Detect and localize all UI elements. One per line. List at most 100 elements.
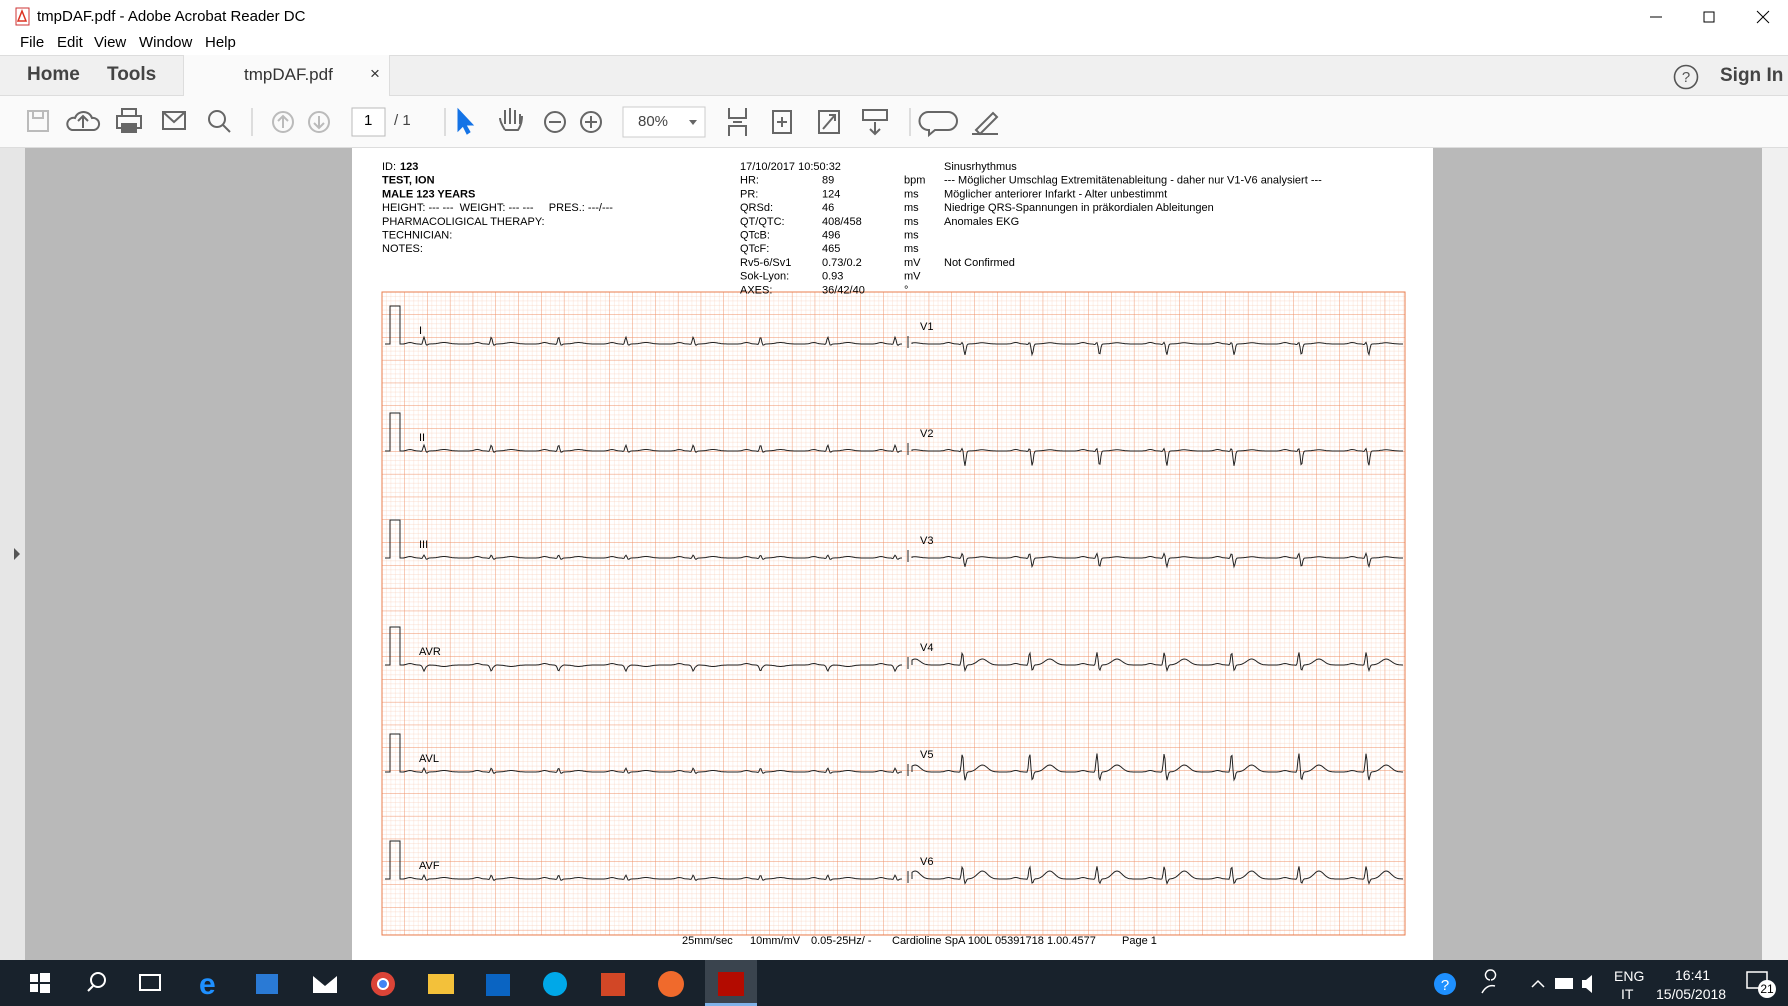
patient-sex-age: MALE 123 YEARS	[382, 188, 475, 200]
measurement-label: PR:	[740, 188, 758, 200]
outlook-icon[interactable]	[486, 974, 510, 996]
interpretation-line: Anomales EKG	[944, 216, 1019, 228]
page-input[interactable]	[351, 107, 386, 137]
previous-page[interactable]	[272, 111, 294, 133]
page-fit[interactable]	[728, 108, 747, 136]
language[interactable]: ENG	[1614, 968, 1645, 984]
menu-item[interactable]: Help	[205, 34, 236, 51]
powerpoint-icon[interactable]	[601, 973, 625, 996]
email-icon[interactable]	[162, 111, 186, 130]
measurement-label: HR:	[740, 175, 759, 187]
search-button[interactable]	[87, 972, 106, 992]
ecg-trace	[907, 550, 1403, 569]
notes: NOTES:	[382, 243, 423, 255]
lead-label: V3	[920, 535, 933, 547]
document-area: ID: 123 TEST, ION MALE 123 YEARS HEIGHT: ---…	[0, 148, 1788, 960]
keyboard-layout[interactable]: IT	[1621, 986, 1634, 1002]
lead-label: AVF	[419, 860, 440, 872]
window-controls[interactable]	[1640, 8, 1780, 28]
title-bar: tmpDAF.pdf - Adobe Acrobat Reader DC	[0, 0, 1788, 34]
notification-count: 21	[1760, 982, 1774, 996]
save-icon[interactable]	[27, 110, 49, 132]
ecg-trace	[385, 412, 902, 453]
sign-in[interactable]: Sign In	[1720, 65, 1784, 86]
skype-icon[interactable]	[543, 972, 567, 996]
patient-name: TEST, ION	[382, 175, 435, 187]
interpretation-line: Sinusrhythmus	[944, 161, 1017, 173]
menu-item[interactable]: Edit	[57, 34, 83, 51]
toolbar: 1 / 1 80%	[0, 96, 1788, 148]
ecg-trace	[385, 519, 902, 561]
zoom-out[interactable]	[544, 111, 566, 133]
svg-text:?: ?	[1441, 977, 1449, 994]
page-total: / 1	[394, 112, 411, 129]
fit-width[interactable]	[772, 110, 792, 134]
tab-bar: Home Tools tmpDAF.pdf × ? Sign In	[0, 55, 1788, 96]
edge-icon[interactable]: e	[199, 968, 216, 1001]
footer-item: 0.05-25Hz/ -	[811, 935, 872, 947]
help-icon[interactable]: ?	[1672, 63, 1700, 91]
explorer-icon[interactable]	[428, 974, 454, 994]
system-tray[interactable]: ?	[1425, 960, 1625, 1006]
document-tab-title: tmpDAF.pdf	[244, 65, 333, 84]
measurement-unit: bpm	[904, 175, 925, 187]
ecg-trace	[907, 651, 1403, 673]
lead-label: V2	[920, 428, 933, 440]
measurement-label: AXES:	[740, 284, 772, 296]
patient-therapy: PHARMACOLIGICAL THERAPY:	[382, 216, 545, 228]
search-icon[interactable]	[208, 110, 231, 133]
zoom-box[interactable]	[622, 106, 706, 138]
measurement-value: 36/42/40	[822, 284, 865, 296]
measurement-unit: ms	[904, 216, 919, 228]
measurement-value: 0.93	[822, 271, 843, 283]
clock-date[interactable]: 15/05/2018	[1656, 986, 1727, 1002]
lead-label: AVL	[419, 753, 439, 765]
measurement-value: 89	[822, 175, 834, 187]
window-title: tmpDAF.pdf - Adobe Acrobat Reader DC	[37, 8, 306, 25]
upload-icon[interactable]	[66, 111, 101, 131]
lead-label: AVR	[419, 646, 441, 658]
measurement-unit: ms	[904, 243, 919, 255]
patient-id: 123	[400, 161, 418, 173]
footer-item: Cardioline SpA 100L 05391718 1.00.4577	[892, 935, 1096, 947]
tab-close[interactable]: ×	[370, 64, 380, 83]
full-screen[interactable]	[818, 110, 840, 134]
ecg-trace	[385, 626, 902, 673]
measurement-label: Sok-Lyon:	[740, 271, 789, 283]
select-tool[interactable]	[457, 107, 475, 135]
app-icon	[15, 7, 30, 26]
measurement-unit: mV	[904, 271, 921, 283]
measurement-unit: ms	[904, 230, 919, 242]
menu-item[interactable]: File	[20, 34, 45, 51]
read-mode[interactable]	[862, 109, 888, 136]
print-icon[interactable]	[116, 108, 142, 133]
measurement-label: Rv5-6/Sv1	[740, 257, 791, 269]
menu-item[interactable]: View	[94, 34, 127, 51]
tools-tab[interactable]: Tools	[107, 64, 157, 85]
app-icon-orange[interactable]	[658, 971, 684, 997]
next-page[interactable]	[308, 111, 330, 133]
measurement-unit: mV	[904, 257, 921, 269]
scrollbar[interactable]	[1762, 148, 1788, 960]
notification-center[interactable]	[1745, 970, 1779, 1000]
start-button[interactable]	[30, 973, 50, 993]
mail-icon[interactable]	[313, 976, 337, 993]
task-view[interactable]	[139, 974, 161, 991]
store-icon[interactable]	[256, 974, 278, 994]
ecg-trace	[385, 305, 902, 347]
interpretation-line: --- Möglicher Umschlag Extremitätenablei…	[944, 175, 1322, 187]
lead-label: V5	[920, 749, 933, 761]
home-tab[interactable]: Home	[27, 64, 80, 85]
patient-body: HEIGHT: --- --- WEIGHT: --- --- PRES.: -…	[382, 202, 613, 214]
measurement-unit: °	[904, 284, 908, 296]
menu-item[interactable]: Window	[139, 34, 193, 51]
comment-tool[interactable]	[918, 111, 958, 138]
hand-tool[interactable]	[499, 108, 523, 131]
measurement-label: QT/QTC:	[740, 216, 785, 228]
sign-tool[interactable]	[972, 111, 999, 136]
document-tab[interactable]: tmpDAF.pdf ×	[183, 55, 390, 96]
zoom-in[interactable]	[580, 111, 602, 133]
ecg-trace	[907, 443, 1403, 466]
clock-time[interactable]: 16:41	[1675, 967, 1711, 983]
